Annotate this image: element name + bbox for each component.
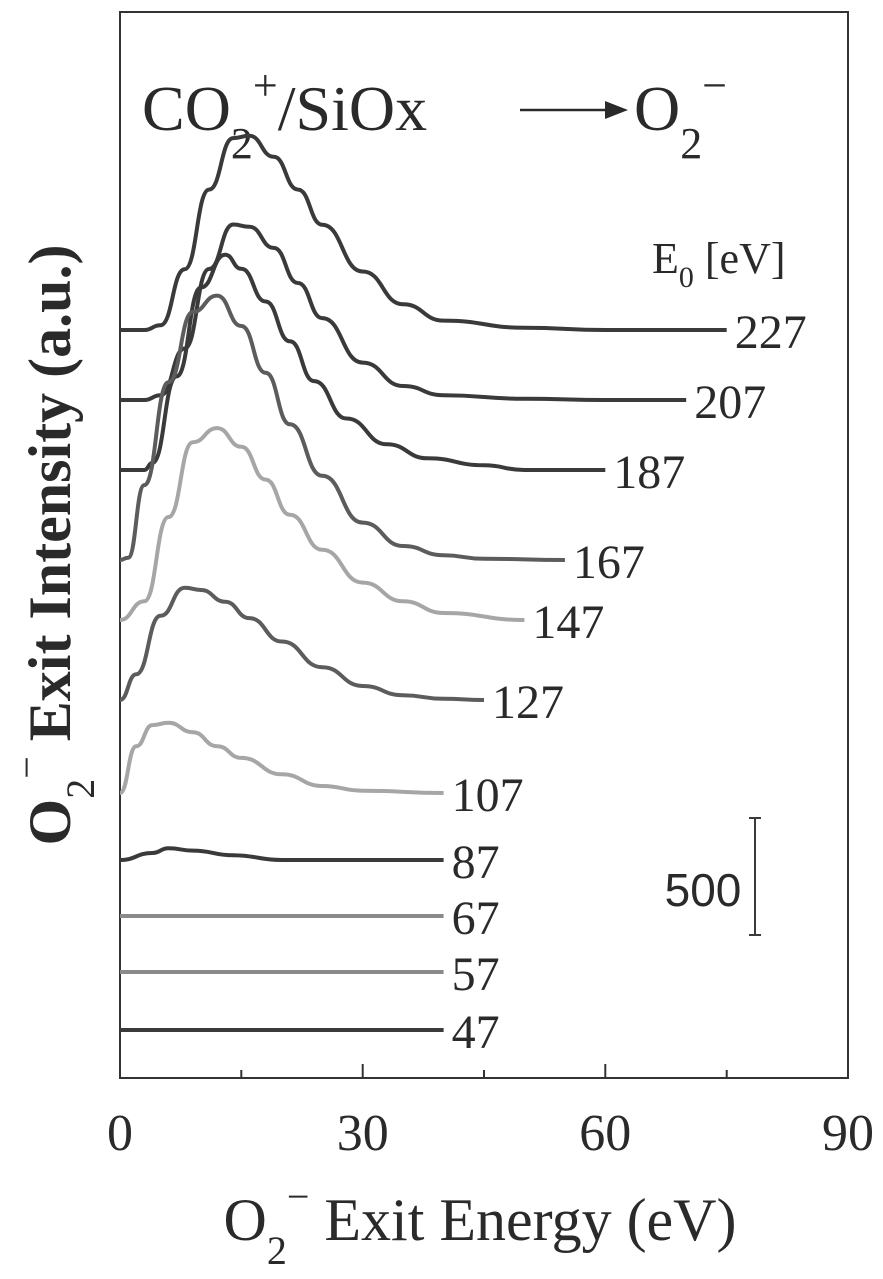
series-group: [118, 133, 727, 1033]
series-label-67: 67: [452, 892, 500, 945]
x-tick-label-0: 0: [107, 1105, 133, 1162]
series-label-57: 57: [452, 948, 500, 1001]
legend-title: E0 [eV]: [652, 234, 786, 294]
series-label-127: 127: [492, 676, 564, 729]
y-axis-label: O2− Exit Intensity (a.u.): [4, 245, 103, 846]
series-line-207: [120, 222, 687, 403]
series-line-187: [120, 252, 606, 473]
chart-title-target: O2−: [634, 61, 727, 168]
x-axis-ticks: [119, 1064, 849, 1078]
title-arrow-head: [605, 101, 628, 119]
series-label-207: 207: [694, 376, 766, 429]
series-line-87: [119, 846, 444, 863]
series-label-187: 187: [613, 446, 685, 499]
x-axis-label: O2− Exit Energy (eV): [224, 1174, 737, 1273]
series-label-147: 147: [532, 596, 604, 649]
series-label-107: 107: [452, 769, 524, 822]
x-tick-label-30: 30: [337, 1105, 389, 1162]
x-tick-label-60: 60: [579, 1105, 631, 1162]
series-label-227: 227: [735, 306, 807, 359]
scale-bar-label: 500: [665, 864, 742, 916]
x-axis-tick-labels: 0 30 60 90: [107, 1105, 874, 1162]
x-tick-label-90: 90: [822, 1105, 874, 1162]
series-label-87: 87: [452, 836, 500, 889]
series-line-107: [118, 720, 444, 795]
series-label-47: 47: [452, 1006, 500, 1059]
series-label-167: 167: [573, 536, 645, 589]
series-line-227: [120, 133, 727, 333]
series-line-147: [119, 426, 525, 622]
series-line-167: [119, 293, 565, 562]
series-line-127: [119, 585, 485, 702]
chart-title: CO2+/SiOx: [142, 61, 427, 168]
